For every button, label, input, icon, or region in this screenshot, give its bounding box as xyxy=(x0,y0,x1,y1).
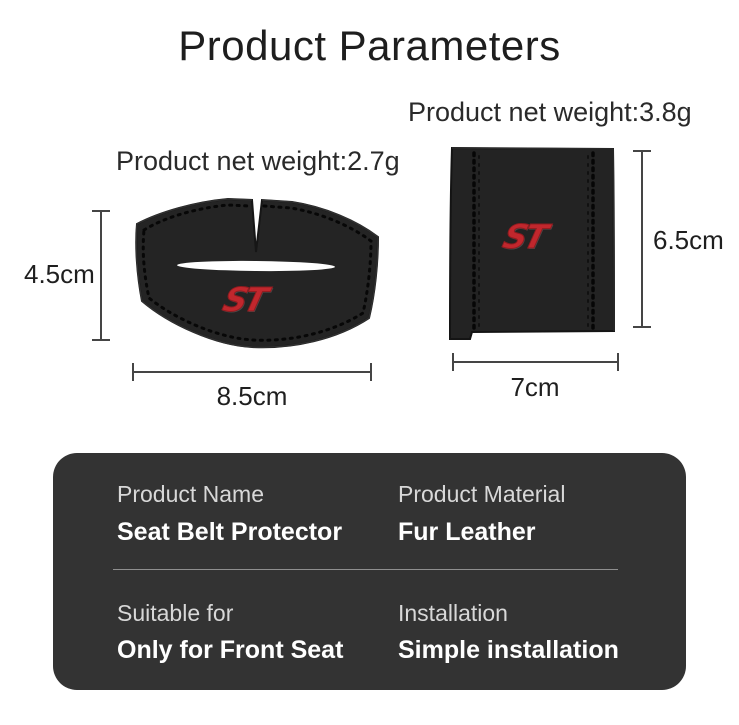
spec-divider xyxy=(113,568,618,570)
spec-cell-suitable-for: Suitable for Only for Front Seat xyxy=(117,600,398,666)
right-width-dimension-line xyxy=(452,353,619,371)
spec-value: Only for Front Seat xyxy=(117,636,344,665)
spec-value: Fur Leather xyxy=(398,517,536,546)
right-height-dimension-label: 6.5cm xyxy=(653,225,724,255)
spec-label: Suitable for xyxy=(117,599,234,626)
left-product-weight-label: Product net weight:2.7g xyxy=(116,146,400,176)
spec-row-1: Product Name Seat Belt Protector Product… xyxy=(117,481,626,547)
spec-value: Seat Belt Protector xyxy=(117,517,343,546)
spec-label: Installation xyxy=(398,599,508,626)
left-height-dimension-line xyxy=(92,210,110,341)
spec-cell-product-name: Product Name Seat Belt Protector xyxy=(117,481,398,547)
left-width-dimension-line xyxy=(132,363,372,381)
left-product-photo xyxy=(135,197,380,349)
spec-label: Product Material xyxy=(398,481,566,507)
spec-value: Simple installation xyxy=(398,636,619,665)
st-logo-left: ST xyxy=(219,280,270,320)
left-height-dimension-label: 4.5cm xyxy=(24,259,95,289)
spec-panel: Product Name Seat Belt Protector Product… xyxy=(53,453,686,690)
right-product-weight-label: Product net weight:3.8g xyxy=(408,97,692,127)
right-width-dimension-label: 7cm xyxy=(510,372,560,402)
right-product-photo xyxy=(448,146,616,340)
spec-row-2: Suitable for Only for Front Seat Install… xyxy=(117,600,626,666)
left-width-dimension-label: 8.5cm xyxy=(216,381,288,411)
spec-label: Product Name xyxy=(117,481,265,507)
right-height-dimension-line xyxy=(633,150,651,328)
st-logo-right: ST xyxy=(499,217,550,257)
spec-cell-installation: Installation Simple installation xyxy=(398,600,626,666)
page-title: Product Parameters xyxy=(178,22,561,69)
spec-cell-product-material: Product Material Fur Leather xyxy=(398,481,626,547)
